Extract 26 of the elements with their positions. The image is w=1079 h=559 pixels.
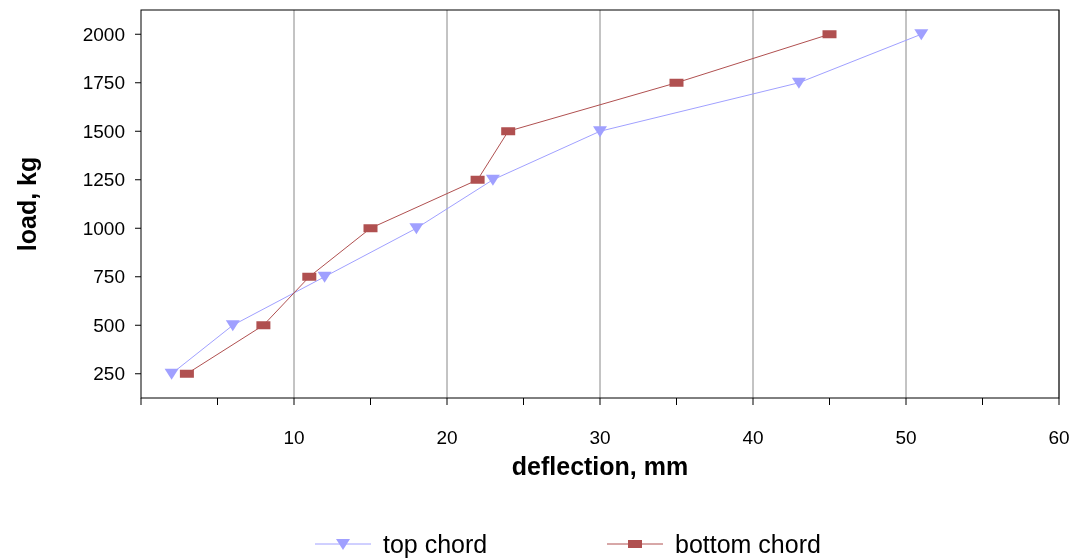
legend-label: bottom chord: [675, 529, 821, 558]
y-tick-label: 500: [93, 314, 125, 336]
x-tick-label: 20: [436, 427, 458, 448]
x-tick-label: 40: [742, 427, 764, 448]
y-tick-label: 2000: [82, 23, 125, 45]
y-axis-title: load, kg: [13, 156, 41, 252]
y-tick-label: 1500: [82, 120, 125, 142]
point: [317, 271, 332, 283]
legend-label: top chord: [383, 529, 488, 558]
x-tick-label: 10: [283, 427, 305, 448]
x-tick-label: 60: [1048, 427, 1070, 448]
y-tick-label: 1250: [82, 169, 125, 191]
point: [409, 223, 424, 235]
point: [164, 368, 179, 380]
y-tick-label: 750: [93, 266, 125, 288]
point: [593, 126, 607, 138]
y-tick-label: 250: [93, 363, 125, 385]
point: [485, 174, 500, 186]
x-tick-label: 30: [589, 427, 611, 448]
y-tick-label: 1750: [82, 72, 125, 94]
y-tick-label: 1000: [82, 217, 125, 239]
x-axis-title: deflection, mm: [511, 452, 689, 480]
x-tick-label: 50: [895, 427, 917, 448]
point: [914, 29, 929, 41]
point: [225, 320, 240, 332]
point: [791, 77, 806, 89]
